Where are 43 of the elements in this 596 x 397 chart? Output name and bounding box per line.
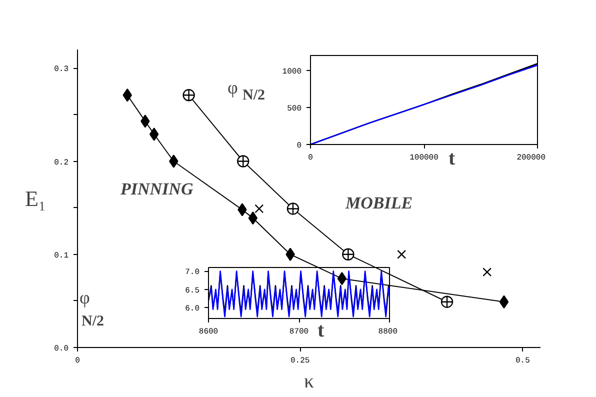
y-tick-label: 500 [287, 104, 302, 114]
x-tick-label: 0 [75, 356, 80, 366]
x-axis-title: t [448, 148, 456, 170]
point [440, 296, 454, 308]
y-tick-label: 0 [296, 142, 302, 150]
y-tick-label: 6.0 [185, 304, 200, 314]
y-tick-label: 0.3 [54, 65, 69, 74]
point [237, 155, 250, 168]
point [122, 88, 132, 102]
point [499, 295, 509, 308]
y-tick-label: 6.5 [185, 286, 200, 296]
annotation: PINNING [120, 180, 194, 198]
annotation: MOBILE [344, 194, 413, 212]
y-tick-label: 0.0 [54, 344, 69, 354]
x-tick-label: 100000 [410, 154, 439, 162]
point [286, 248, 295, 261]
point [140, 114, 150, 128]
point [337, 272, 347, 286]
point [482, 268, 492, 277]
point [286, 202, 300, 215]
x-axis-title: κ [304, 370, 314, 392]
point [397, 250, 406, 259]
point [248, 211, 258, 225]
x-tick-label: 8800 [378, 328, 398, 336]
y-tick-label: 7.0 [185, 268, 200, 278]
point [149, 128, 159, 141]
x-tick-label: 8600 [198, 328, 218, 336]
y-axis-title: E₁ [24, 186, 46, 211]
x-tick-label: 8700 [289, 328, 309, 336]
y-tick-label: 0.1 [54, 251, 69, 260]
y-tick-label: 0.2 [54, 158, 69, 168]
point [238, 203, 247, 216]
y-axis-title: φN/2 [80, 288, 104, 330]
x-tick-label: 0.5 [515, 356, 530, 366]
x-tick-label: 0 [308, 154, 314, 162]
x-tick-label: 200000 [516, 154, 546, 162]
point [169, 154, 178, 168]
point [254, 204, 264, 214]
point [182, 89, 195, 102]
x-tick-label: 0.25 [290, 356, 310, 366]
y-tick-label: 1000 [282, 67, 302, 76]
x-axis-title: t [318, 320, 324, 342]
point [342, 248, 354, 260]
